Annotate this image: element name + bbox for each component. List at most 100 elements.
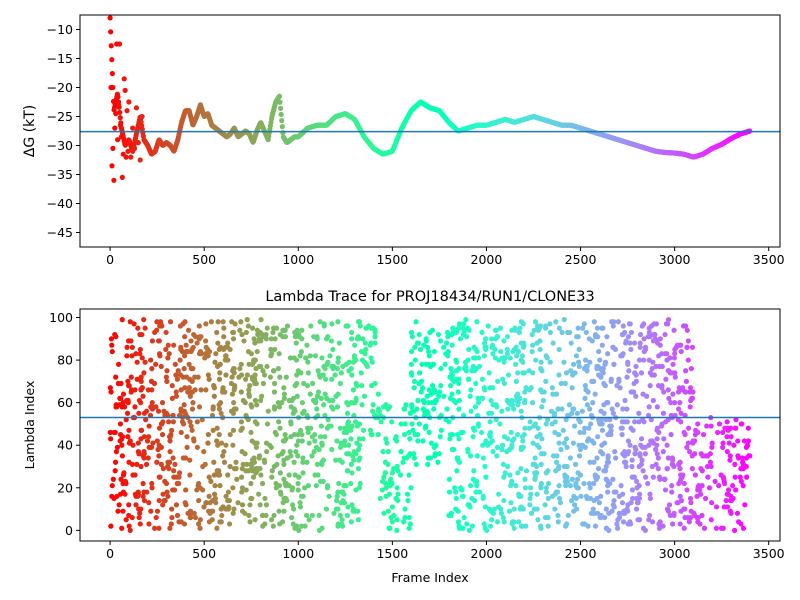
- x-tick-label: 2500: [565, 252, 597, 267]
- lambda-point: [738, 421, 744, 427]
- lambda-point: [166, 466, 172, 472]
- lambda-point: [413, 319, 419, 325]
- lambda-point: [398, 421, 404, 427]
- lambda-point: [580, 442, 586, 448]
- lambda-point: [655, 455, 661, 461]
- lambda-point: [566, 402, 573, 408]
- lambda-point: [143, 417, 149, 423]
- lambda-point: [692, 438, 698, 444]
- lambda-point: [516, 491, 522, 497]
- delta-g-point: [107, 15, 113, 21]
- lambda-point: [346, 451, 352, 457]
- lambda-point: [575, 485, 581, 491]
- lambda-point: [556, 483, 562, 489]
- lambda-point: [360, 427, 367, 433]
- lambda-point: [380, 404, 387, 410]
- delta-g-point: [128, 154, 134, 160]
- lambda-point: [306, 440, 312, 446]
- x-tick-label: 2500: [565, 546, 597, 561]
- lambda-point: [313, 483, 319, 489]
- lambda-point: [271, 406, 278, 412]
- lambda-point: [553, 391, 560, 397]
- lambda-point: [715, 429, 721, 436]
- lambda-point: [197, 517, 203, 523]
- lambda-point: [267, 374, 274, 380]
- lambda-point: [543, 489, 549, 495]
- lambda-point: [500, 461, 506, 467]
- lambda-point: [420, 385, 426, 391]
- lambda-point: [682, 412, 688, 419]
- lambda-point: [376, 408, 382, 414]
- lambda-point: [690, 389, 696, 395]
- lambda-point: [323, 376, 329, 382]
- lambda-point: [437, 434, 443, 440]
- lambda-point: [216, 406, 223, 412]
- lambda-point: [556, 440, 562, 446]
- lambda-point: [740, 483, 746, 489]
- lambda-point: [564, 474, 570, 480]
- lambda-point: [292, 525, 298, 531]
- lambda-point: [678, 342, 684, 348]
- x-tick-label: 500: [192, 252, 216, 267]
- lambda-point: [460, 493, 466, 499]
- lambda-point: [305, 359, 311, 365]
- lambda-point: [375, 391, 381, 397]
- lambda-point: [179, 419, 186, 425]
- lambda-point: [338, 500, 344, 506]
- lambda-point: [453, 357, 459, 363]
- lambda-point: [574, 410, 580, 416]
- lambda-point: [295, 480, 301, 487]
- lambda-point: [707, 459, 714, 465]
- lambda-point: [355, 334, 361, 340]
- lambda-point: [678, 497, 685, 504]
- lambda-point: [264, 325, 270, 331]
- lambda-point: [602, 361, 608, 367]
- lambda-point: [164, 368, 170, 374]
- lambda-point: [363, 346, 369, 353]
- lambda-point: [210, 404, 216, 410]
- lambda-point: [454, 455, 460, 461]
- lambda-point: [698, 491, 704, 497]
- lambda-point: [657, 363, 663, 370]
- lambda-point: [262, 495, 268, 502]
- lambda-point: [429, 383, 436, 389]
- lambda-point: [156, 525, 162, 531]
- lambda-point: [284, 323, 291, 329]
- lambda-point: [745, 438, 752, 444]
- lambda-point: [682, 514, 688, 521]
- lambda-point: [438, 412, 444, 419]
- lambda-point: [436, 451, 442, 457]
- lambda-point: [117, 491, 124, 497]
- lambda-point: [745, 425, 751, 431]
- lambda-point: [637, 453, 643, 459]
- lambda-point: [275, 365, 281, 372]
- lambda-point: [691, 512, 698, 519]
- lambda-point: [271, 389, 278, 395]
- delta-g-y-axis-label: ΔG (kT): [22, 105, 38, 157]
- lambda-point: [453, 495, 459, 502]
- lambda-point: [238, 389, 244, 395]
- lambda-point: [252, 397, 259, 404]
- lambda-point: [709, 440, 715, 446]
- lambda-point: [451, 397, 457, 404]
- lambda-point: [545, 480, 552, 487]
- lambda-point: [272, 346, 278, 353]
- lambda-point: [517, 325, 523, 331]
- lambda-point: [205, 431, 211, 438]
- lambda-point: [637, 331, 644, 338]
- lambda-point: [571, 406, 577, 412]
- lambda-point: [296, 474, 302, 480]
- lambda-point: [532, 476, 538, 482]
- lambda-point: [121, 470, 127, 476]
- lambda-point: [305, 370, 311, 376]
- lambda-point: [518, 408, 524, 414]
- delta-g-point: [116, 41, 123, 47]
- lambda-point: [738, 478, 744, 485]
- lambda-point: [192, 387, 198, 393]
- lambda-point: [387, 525, 393, 531]
- lambda-point: [198, 351, 204, 357]
- lambda-point: [543, 325, 549, 331]
- lambda-point: [596, 348, 602, 355]
- lambda-point: [538, 485, 544, 491]
- lambda-point: [329, 376, 335, 382]
